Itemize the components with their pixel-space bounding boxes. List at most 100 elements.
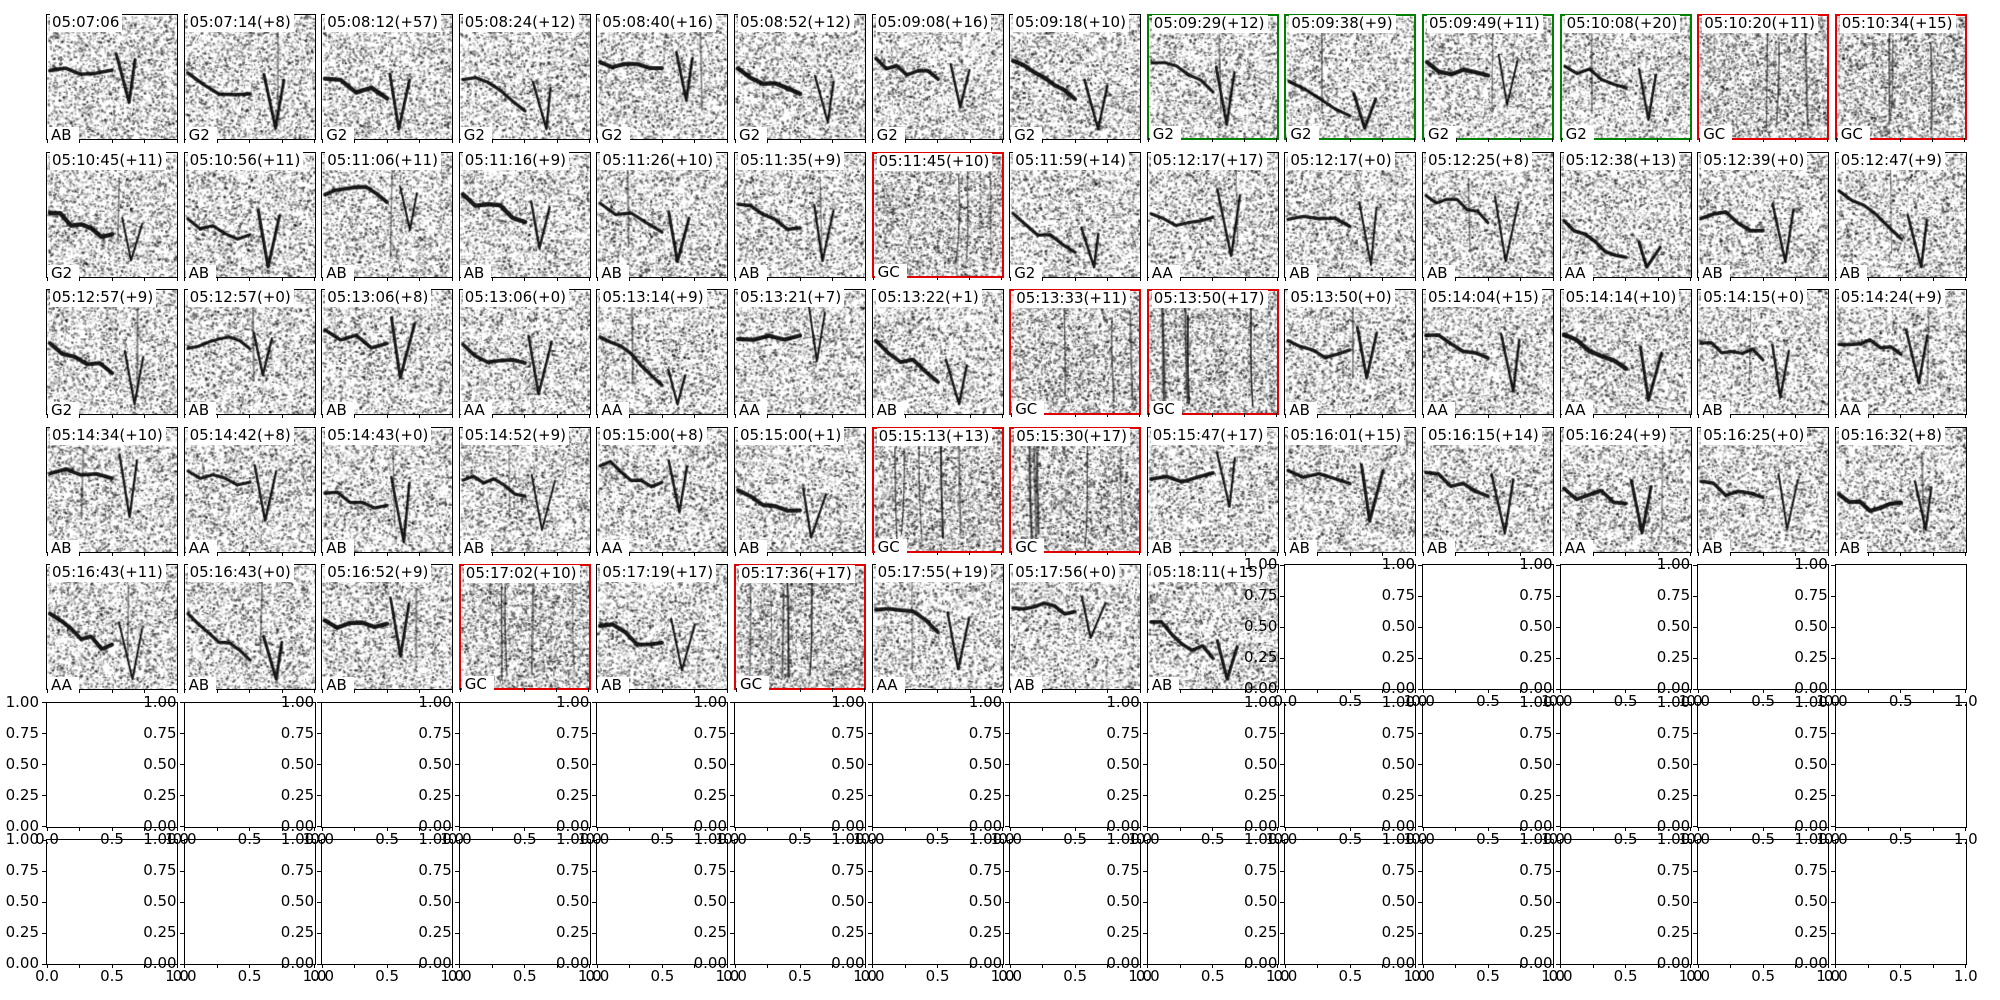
x-tick-mark [491, 551, 493, 556]
x-tick-mark [354, 964, 356, 968]
x-tick-mark [1690, 414, 1692, 418]
x-tick-mark [321, 551, 323, 556]
x-tick-mark [314, 276, 316, 281]
x-tick-mark [1762, 689, 1764, 693]
x-tick-mark [661, 964, 663, 968]
x-tick-label: 0.5 [650, 967, 675, 985]
x-tick-mark [1827, 414, 1829, 418]
x-tick-mark [1349, 826, 1351, 831]
cell-call-label: AB [736, 264, 767, 283]
x-tick-mark [1867, 689, 1869, 693]
cell-call-label: AB [1148, 677, 1180, 695]
x-tick-label: 0.0 [1135, 829, 1160, 848]
x-tick-mark [799, 964, 801, 968]
x-tick-mark [321, 276, 323, 281]
x-tick-mark [1349, 138, 1351, 142]
y-tick-mark [867, 963, 873, 965]
x-tick-mark [1455, 689, 1456, 693]
spectrogram-cell: 05:12:38(+13) AA [1559, 151, 1692, 283]
x-tick-mark [1560, 826, 1562, 831]
y-tick-label: 0.50 [1519, 754, 1553, 773]
x-tick-mark [184, 964, 186, 968]
y-tick-label: 0.50 [1381, 754, 1415, 773]
x-tick-mark [451, 276, 453, 281]
cell-call-label: GC [737, 676, 770, 694]
y-tick-mark [867, 733, 873, 734]
x-tick-mark [79, 964, 80, 968]
x-tick-mark [1212, 689, 1214, 693]
cell-call-label: GC [1837, 126, 1870, 144]
spectrogram-image [1285, 427, 1416, 552]
x-tick-mark [216, 964, 218, 968]
y-tick-mark [1830, 932, 1836, 934]
x-tick-mark [1520, 414, 1521, 418]
empty-axes: 1.00 0.75 0.50 0.25 0.00 0.0 0.5 1.0 [831, 831, 1014, 985]
x-tick-mark [831, 688, 833, 692]
spectrogram-cell: 05:16:15(+14) AB [1422, 426, 1554, 558]
y-tick-label: 1.00 [280, 830, 315, 848]
y-tick-mark [1555, 870, 1561, 872]
x-tick-mark [1965, 276, 1967, 281]
x-tick-mark [46, 139, 48, 143]
cell-timestamp: 05:10:08(+20) [1564, 15, 1681, 33]
y-tick-label: 0.00 [5, 816, 39, 835]
x-tick-mark [451, 139, 453, 143]
y-tick-mark [454, 733, 460, 734]
y-tick-mark [454, 702, 460, 703]
y-tick-mark [1555, 657, 1561, 659]
spectrogram-image [322, 15, 453, 139]
x-tick-mark [1520, 276, 1521, 281]
cell-call-label: AB [323, 264, 354, 283]
cell-timestamp: 05:09:29(+12) [1151, 15, 1268, 33]
x-tick-mark [832, 414, 833, 418]
x-tick-mark [1147, 276, 1149, 281]
x-tick-mark [1592, 826, 1594, 831]
y-tick-label: 0.75 [1243, 723, 1278, 742]
y-tick-mark [1830, 595, 1836, 597]
empty-axes: 1.00 0.75 0.50 0.25 0.00 0.0 0.5 1.0 [1244, 693, 1427, 847]
y-tick-label: 0.50 [831, 892, 865, 910]
x-tick-mark [1826, 138, 1828, 142]
spectrogram-cell: 05:14:24(+9) AA [1834, 289, 1967, 420]
y-tick-label: 0.25 [831, 785, 865, 804]
y-tick-mark [1555, 764, 1561, 765]
cell-call-label: AB [460, 264, 492, 283]
x-tick-mark [904, 689, 906, 693]
x-tick-mark [556, 688, 558, 692]
y-tick-label: 0.50 [1519, 617, 1553, 635]
x-tick-label: 0.0 [585, 967, 610, 985]
y-tick-mark [1005, 764, 1011, 765]
x-tick-mark [1690, 689, 1692, 693]
x-tick-mark [1625, 414, 1627, 418]
cell-call-label: AB [1836, 539, 1868, 558]
x-tick-mark [386, 139, 388, 143]
cell-call-label: AA [460, 402, 492, 420]
x-tick-mark [451, 826, 453, 831]
x-tick-mark [314, 964, 316, 968]
y-tick-label: 1.00 [555, 692, 590, 711]
y-tick-label: 0.00 [1243, 816, 1278, 835]
y-tick-mark [1555, 963, 1561, 965]
x-tick-mark [176, 551, 178, 556]
cell-timestamp: 05:13:50(+0) [1288, 289, 1395, 307]
x-tick-mark [1317, 551, 1319, 556]
y-tick-label: 0.00 [5, 954, 39, 972]
x-tick-label: 0.5 [237, 967, 262, 985]
x-tick-mark [694, 414, 696, 418]
x-tick-mark [1002, 689, 1004, 693]
spectrogram-cell: 05:11:16(+9) AB [458, 151, 591, 283]
x-tick-mark [767, 414, 768, 418]
x-tick-label: 1.0 [1403, 967, 1428, 985]
y-tick-mark [1830, 826, 1836, 827]
cell-timestamp: 05:07:06 [50, 14, 123, 32]
y-tick-mark [42, 826, 47, 827]
x-tick-mark [184, 826, 186, 831]
cell-timestamp: 05:10:34(+15) [1839, 15, 1956, 33]
cell-call-label: AA [873, 677, 905, 695]
x-tick-mark [1244, 551, 1246, 556]
spectrogram-cell: 05:18:11(+15) AB [1146, 564, 1279, 695]
y-tick-label: 1.00 [693, 692, 727, 711]
x-tick-mark [46, 551, 48, 556]
empty-axes: 1.00 0.75 0.50 0.25 0.00 0.0 0.5 1.0 [1244, 831, 1427, 985]
y-tick-label: 0.25 [1656, 648, 1691, 666]
